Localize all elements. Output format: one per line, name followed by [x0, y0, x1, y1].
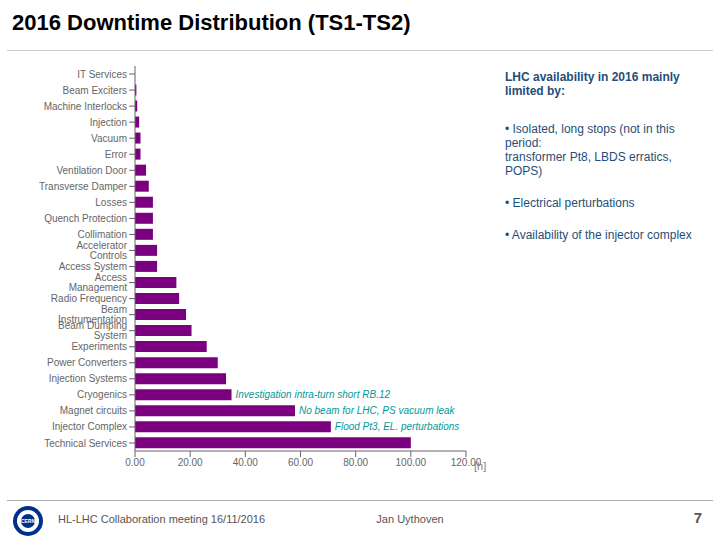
svg-text:Technical Services: Technical Services	[44, 438, 127, 449]
svg-text:IT Services: IT Services	[77, 69, 127, 80]
svg-text:Injection Systems: Injection Systems	[49, 373, 127, 384]
svg-text:Injection: Injection	[90, 117, 127, 128]
svg-text:Machine Interlocks: Machine Interlocks	[44, 101, 127, 112]
svg-text:[h]: [h]	[474, 460, 486, 472]
svg-text:100.00: 100.00	[396, 457, 427, 468]
svg-text:Beam Exciters: Beam Exciters	[63, 85, 127, 96]
svg-text:Collimation: Collimation	[78, 229, 127, 240]
svg-text:80.00: 80.00	[343, 457, 368, 468]
svg-text:0.00: 0.00	[125, 457, 145, 468]
svg-text:Magnet circuits: Magnet circuits	[60, 405, 127, 416]
svg-text:Flood Pt3, EL. perturbations: Flood Pt3, EL. perturbations	[335, 421, 460, 432]
svg-text:Radio Frequency: Radio Frequency	[51, 293, 127, 304]
svg-text:Access System: Access System	[59, 261, 127, 272]
svg-text:Error: Error	[105, 149, 128, 160]
svg-text:60.00: 60.00	[288, 457, 313, 468]
svg-text:Transverse Damper: Transverse Damper	[39, 181, 128, 192]
svg-text:CERN: CERN	[21, 518, 36, 524]
svg-text:AcceleratorControls: AcceleratorControls	[76, 240, 127, 261]
svg-text:Vacuum: Vacuum	[91, 133, 127, 144]
svg-text:Injector Complex: Injector Complex	[52, 421, 127, 432]
svg-text:AccessManagement: AccessManagement	[69, 272, 128, 293]
svg-text:20.00: 20.00	[178, 457, 203, 468]
svg-text:40.00: 40.00	[233, 457, 258, 468]
svg-text:Experiments: Experiments	[71, 341, 127, 352]
svg-text:Quench Protection: Quench Protection	[44, 213, 127, 224]
svg-text:Losses: Losses	[95, 197, 127, 208]
svg-text:Ventilation Door: Ventilation Door	[56, 165, 127, 176]
svg-text:Cryogenics: Cryogenics	[77, 389, 127, 400]
svg-text:No beam for LHC, PS vacuum lea: No beam for LHC, PS vacuum leak	[299, 405, 456, 416]
svg-text:Investigation intra-turn short: Investigation intra-turn short RB.12	[236, 389, 391, 400]
svg-text:Power Converters: Power Converters	[47, 357, 127, 368]
svg-text:Beam DumpingSystem: Beam DumpingSystem	[58, 320, 127, 341]
